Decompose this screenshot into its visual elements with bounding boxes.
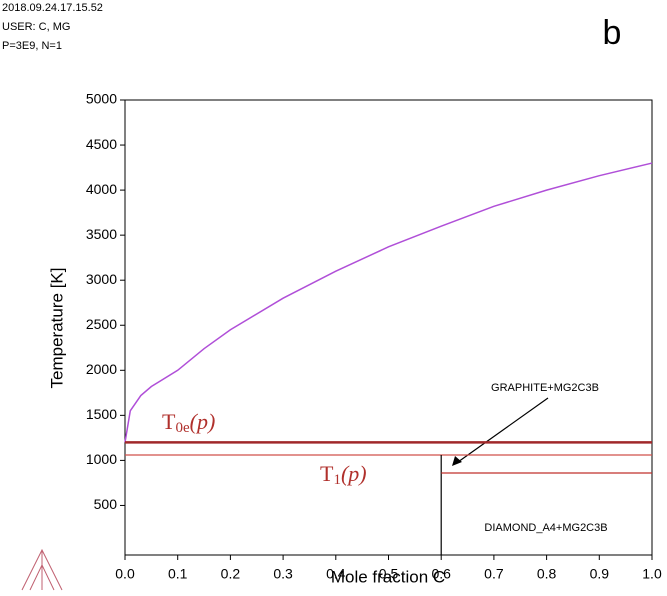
annotation-text: T — [162, 409, 176, 434]
x-tick-label: 0.7 — [484, 566, 504, 582]
annotation: T1(p) — [320, 461, 367, 488]
x-tick-label: 0.1 — [168, 566, 188, 582]
x-tick-label: 0.6 — [431, 566, 451, 582]
header-line: 2018.09.24.17.15.52 — [2, 2, 103, 14]
arrow-head — [452, 456, 462, 466]
y-axis-title: Temperature [K] — [47, 268, 66, 389]
x-tick-label: 0.0 — [115, 566, 135, 582]
annotation: GRAPHITE+MG2C3B — [491, 382, 599, 394]
annotation-sub: 0e — [175, 420, 190, 436]
y-tick-label: 3000 — [86, 271, 117, 287]
annotation: T0e(p) — [162, 409, 215, 436]
x-tick-label: 0.3 — [273, 566, 293, 582]
plot-frame — [124, 99, 653, 556]
y-tick-label: 2000 — [86, 361, 117, 377]
annotation-text: T — [320, 461, 334, 486]
header-line: USER: C, MG — [2, 21, 70, 33]
header-line: P=3E9, N=1 — [2, 40, 62, 52]
x-tick-label: 0.4 — [326, 566, 346, 582]
annotation: DIAMOND_A4+MG2C3B — [484, 522, 607, 534]
x-tick-label: 0.8 — [537, 566, 557, 582]
y-tick-label: 4500 — [86, 136, 117, 152]
y-tick-label: 2500 — [86, 316, 117, 332]
y-tick-label: 3500 — [86, 226, 117, 242]
x-axis-title: Mole fraction C — [331, 567, 445, 586]
x-tick-label: 1.0 — [642, 566, 662, 582]
logo — [21, 548, 63, 591]
x-tick-label: 0.5 — [379, 566, 399, 582]
arrow — [457, 397, 549, 463]
annotation-arg: (p) — [190, 409, 216, 434]
y-tick-label: 5000 — [86, 91, 117, 107]
annotation-sub: 1 — [333, 472, 341, 488]
panel-label: b — [603, 14, 622, 52]
line — [124, 162, 653, 443]
y-tick-label: 4000 — [86, 181, 117, 197]
x-tick-label: 0.9 — [590, 566, 610, 582]
y-tick-label: 500 — [94, 496, 118, 512]
x-tick-label: 0.2 — [221, 566, 241, 582]
annotation-arg: (p) — [341, 461, 367, 486]
y-tick-label: 1000 — [86, 451, 117, 467]
y-tick-label: 1500 — [86, 406, 117, 422]
